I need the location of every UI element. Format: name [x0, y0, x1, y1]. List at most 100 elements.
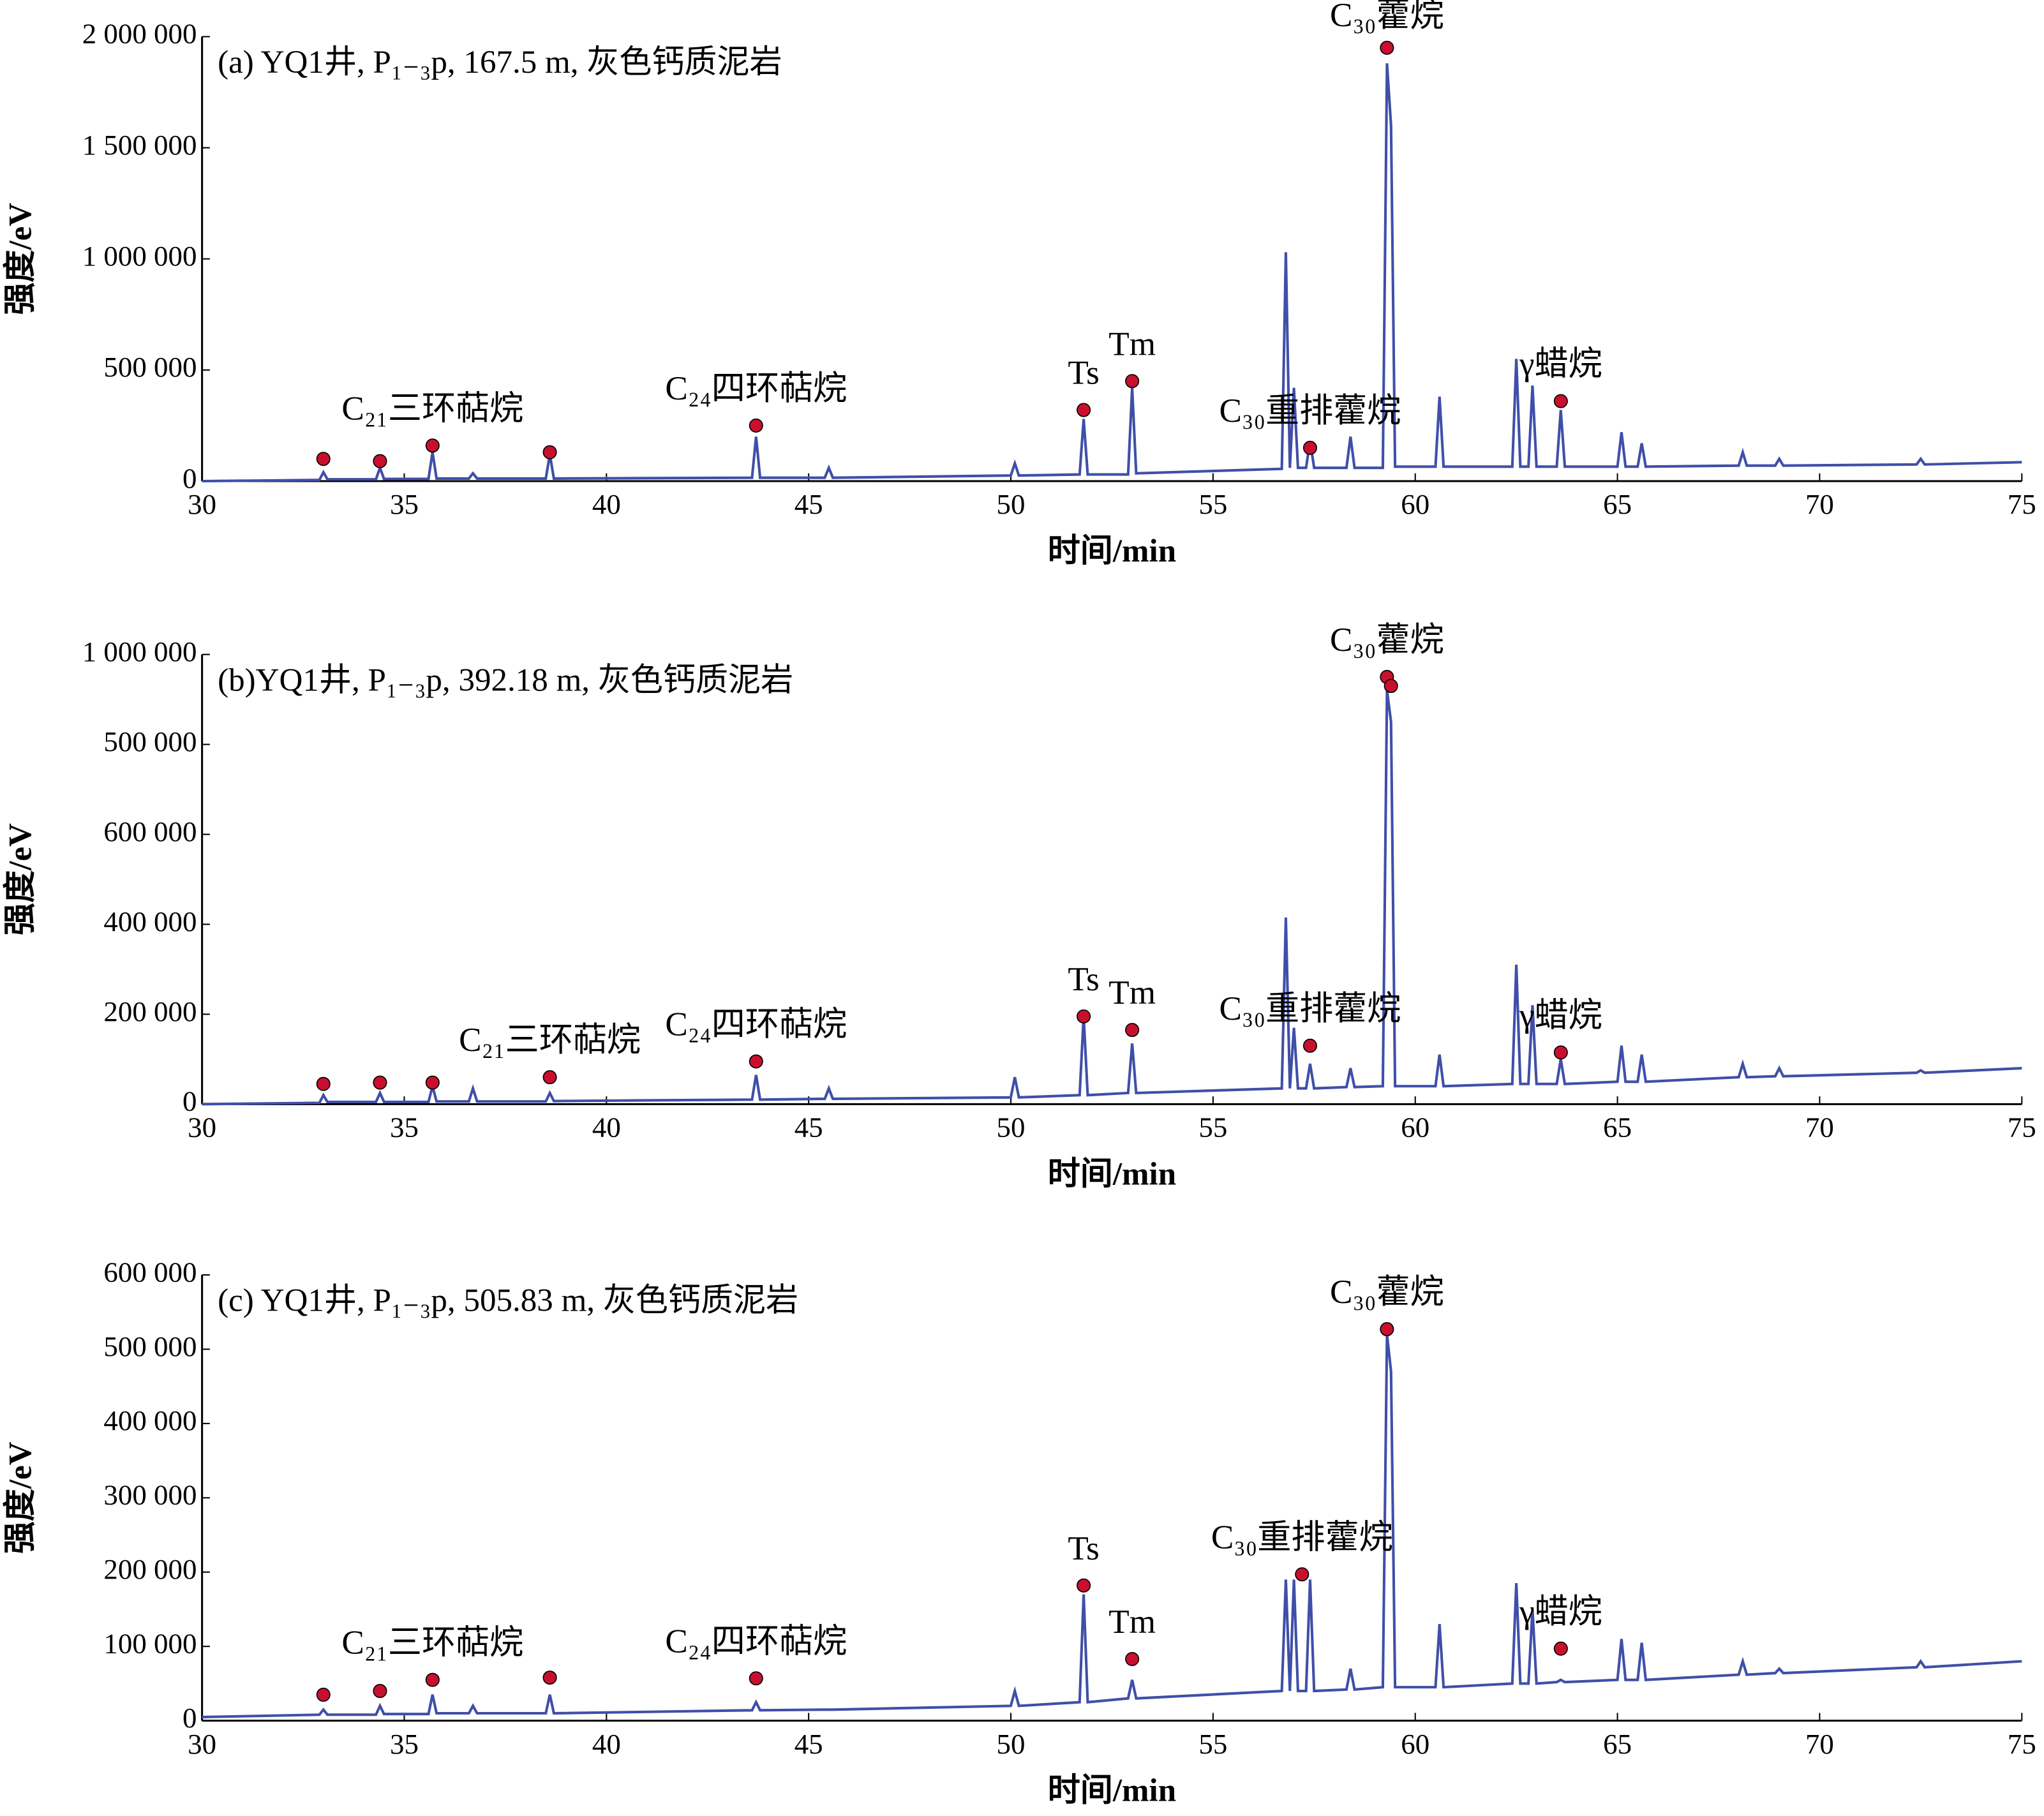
x-tick-label: 75: [2008, 1728, 2036, 1760]
peak-marker: [542, 445, 557, 459]
x-axis-label: 时间/min: [1048, 533, 1176, 569]
peak-marker: [1384, 678, 1398, 694]
peak-marker: [373, 1075, 387, 1090]
y-tick-label: 500 000: [103, 726, 197, 757]
peak-marker: [1077, 1578, 1091, 1593]
peak-marker: [316, 1076, 331, 1091]
peak-label: C₃₀藿烷: [1330, 621, 1444, 659]
peak-label: C₂₁三环萜烷: [341, 1625, 523, 1662]
y-tick-label: 100 000: [103, 1628, 197, 1660]
trace: [202, 1334, 2022, 1718]
x-tick-label: 40: [592, 488, 621, 520]
x-axis-label: 时间/min: [1048, 1773, 1176, 1809]
x-tick-label: 70: [1805, 1112, 1834, 1143]
y-tick-label: 2 000 000: [82, 18, 197, 50]
trace: [202, 690, 2022, 1106]
y-tick-label: 0: [183, 1085, 197, 1117]
x-tick-label: 30: [188, 1728, 216, 1760]
x-axis-label: 时间/min: [1048, 1156, 1176, 1193]
peak-marker: [1125, 374, 1140, 389]
peak-marker: [749, 1671, 763, 1686]
peak-marker: [316, 452, 331, 466]
x-tick-label: 55: [1198, 1112, 1227, 1143]
x-tick-label: 50: [997, 1112, 1026, 1143]
peak-label: C₂₄四环萜烷: [665, 1623, 847, 1660]
x-tick-label: 60: [1401, 1728, 1429, 1760]
panel-title: (a) YQ1井, P₁₋₃p, 167.5 m, 灰色钙质泥岩: [218, 44, 782, 80]
x-tick-label: 40: [592, 1728, 621, 1760]
peak-label: C₃₀重排藿烷: [1220, 990, 1401, 1027]
y-axis-label: 强度/eV: [2, 203, 38, 315]
peak-marker: [1380, 40, 1394, 55]
y-tick-label: 300 000: [103, 1479, 197, 1511]
y-tick-label: 400 000: [103, 1404, 197, 1436]
peak-marker: [542, 1070, 557, 1085]
x-tick-label: 45: [794, 1112, 823, 1143]
peak-marker: [1125, 1651, 1140, 1667]
peak-label: γ蜡烷: [1519, 997, 1602, 1034]
peak-label: C₃₀藿烷: [1330, 1274, 1444, 1311]
peak-marker: [1380, 1321, 1394, 1337]
x-tick-label: 65: [1603, 1112, 1632, 1143]
peak-marker: [749, 1054, 763, 1069]
peak-label: C₃₀重排藿烷: [1211, 1519, 1393, 1556]
peak-label: C₂₄四环萜烷: [665, 1006, 847, 1043]
peak-label: γ蜡烷: [1519, 346, 1602, 383]
peak-label: Ts: [1068, 961, 1099, 998]
panel-title: (b)YQ1井, P₁₋₃p, 392.18 m, 灰色钙质泥岩: [218, 662, 793, 698]
peak-marker: [316, 1687, 331, 1702]
peak-label: C₂₁三环萜烷: [459, 1022, 641, 1059]
peak-label: C₂₄四环萜烷: [665, 370, 847, 407]
peak-marker: [1302, 440, 1317, 455]
peak-label: Tm: [1108, 974, 1156, 1011]
peak-label: Ts: [1068, 355, 1099, 392]
x-tick-label: 65: [1603, 1728, 1632, 1760]
peak-label: C₃₀藿烷: [1330, 0, 1444, 34]
x-tick-label: 65: [1603, 488, 1632, 520]
peak-marker: [1553, 1045, 1568, 1060]
peak-marker: [542, 1671, 557, 1685]
peak-marker: [1125, 1023, 1140, 1038]
x-tick-label: 75: [2008, 488, 2036, 520]
peak-marker: [425, 1672, 440, 1687]
x-tick-label: 30: [188, 488, 216, 520]
peak-marker: [1077, 403, 1091, 417]
y-tick-label: 0: [183, 1702, 197, 1734]
x-tick-label: 75: [2008, 1112, 2036, 1143]
y-axis-label: 强度/eV: [2, 1441, 38, 1554]
peak-marker: [749, 418, 763, 433]
peak-label: Ts: [1068, 1530, 1099, 1567]
peak-marker: [373, 454, 387, 468]
peak-label: Tm: [1108, 1604, 1156, 1641]
peak-marker: [373, 1684, 387, 1699]
y-tick-label: 600 000: [103, 815, 197, 847]
peak-label: Tm: [1108, 325, 1156, 362]
y-tick-label: 500 000: [103, 1330, 197, 1362]
peak-marker: [1077, 1009, 1091, 1024]
y-tick-label: 400 000: [103, 905, 197, 937]
peak-label: C₂₁三环萜烷: [341, 390, 523, 427]
x-tick-label: 45: [794, 1728, 823, 1760]
peak-marker: [1553, 394, 1568, 408]
peak-marker: [425, 438, 440, 453]
peak-marker: [1302, 1038, 1317, 1053]
x-tick-label: 50: [997, 1728, 1026, 1760]
y-tick-label: 1 000 000: [82, 636, 197, 667]
peak-marker: [425, 1075, 440, 1090]
x-tick-label: 35: [390, 1112, 419, 1143]
y-tick-label: 0: [183, 462, 197, 494]
x-tick-label: 30: [188, 1112, 216, 1143]
x-tick-label: 35: [390, 488, 419, 520]
y-tick-label: 600 000: [103, 1256, 197, 1288]
y-tick-label: 500 000: [103, 351, 197, 383]
peak-marker: [1553, 1641, 1568, 1656]
x-tick-label: 55: [1198, 1728, 1227, 1760]
peak-marker: [1295, 1567, 1309, 1582]
y-tick-label: 200 000: [103, 1553, 197, 1585]
peak-label: C₃₀重排藿烷: [1220, 392, 1401, 429]
y-tick-label: 1 500 000: [82, 129, 197, 161]
x-tick-label: 70: [1805, 1728, 1834, 1760]
y-axis-label: 强度/eV: [2, 823, 38, 935]
y-tick-label: 200 000: [103, 995, 197, 1027]
